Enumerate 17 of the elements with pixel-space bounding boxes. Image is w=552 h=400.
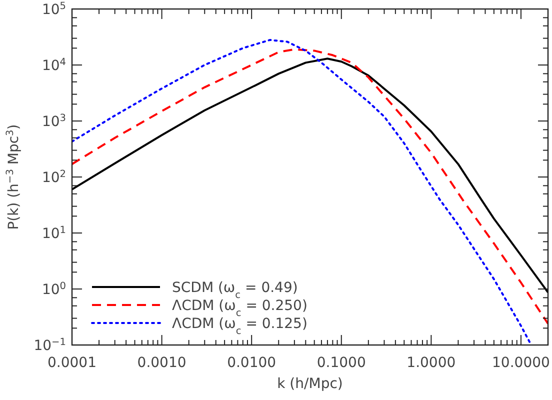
y-tick-label: 10$^{2}$	[42, 168, 66, 186]
x-tick-label: 10.0000	[492, 355, 550, 371]
x-axis-title: k (h/Mpc)	[277, 376, 343, 392]
legend-label: ΛCDM (ω$_{c}$ = 0.250)	[172, 298, 308, 318]
legend-label: ΛCDM (ω$_{c}$ = 0.125)	[172, 316, 308, 336]
y-tick-label: 10$^{3}$	[42, 112, 66, 130]
y-tick-label: 10$^{4}$	[42, 56, 66, 74]
y-tick-label: 10$^{0}$	[42, 280, 66, 298]
x-tick-label: 0.0100	[227, 355, 276, 371]
y-tick-label: 10$^{1}$	[42, 224, 66, 242]
x-tick-label: 0.1000	[316, 355, 366, 371]
y-tick-label: 10$^{−1}$	[34, 336, 66, 354]
x-tick-label: 0.0001	[48, 355, 96, 371]
x-tick-label: 0.0010	[137, 355, 186, 371]
y-tick-label: 10$^{5}$	[42, 0, 66, 18]
x-tick-label: 1.0000	[406, 355, 456, 371]
legend-label: SCDM (ω$_{c}$ = 0.49)	[172, 280, 298, 300]
